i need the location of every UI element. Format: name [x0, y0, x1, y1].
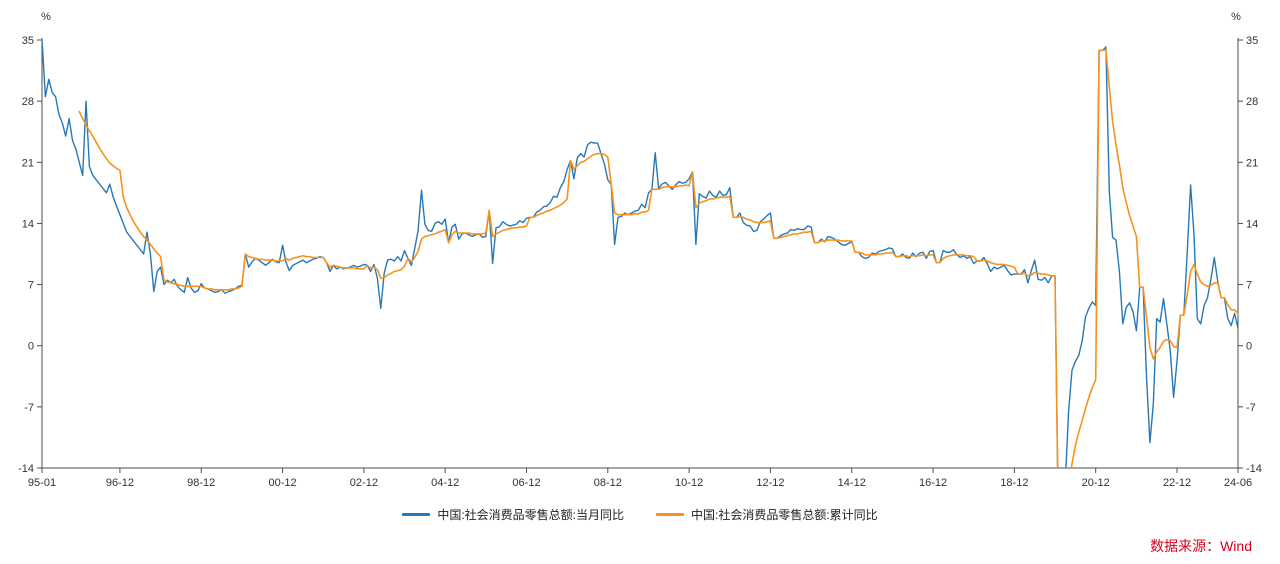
axes	[41, 38, 1239, 469]
svg-text:0: 0	[1246, 341, 1252, 353]
svg-text:35: 35	[1246, 35, 1258, 47]
legend-label-cumulative-yoy: 中国:社会消费品零售总额:累计同比	[691, 508, 878, 522]
legend-label-monthly-yoy: 中国:社会消费品零售总额:当月同比	[437, 508, 624, 522]
svg-text:-14: -14	[18, 463, 34, 475]
svg-text:00-12: 00-12	[268, 477, 296, 489]
svg-text:02-12: 02-12	[350, 477, 378, 489]
y-axis-ticks: -14 -14 -7 -7 0 0 7 7 14 14 21 21 28 28 35 35	[18, 35, 1262, 475]
svg-text:-7: -7	[1246, 402, 1256, 414]
line-chart-canvas: -14 -14 -7 -7 0 0 7 7 14 14 21 21 28 28 35 35% % 95-01 96-…	[18, 11, 1262, 489]
svg-text:95-01: 95-01	[28, 477, 56, 489]
svg-text:21: 21	[1246, 157, 1258, 169]
svg-text:98-12: 98-12	[187, 477, 215, 489]
svg-text:7: 7	[1246, 280, 1252, 292]
svg-text:28: 28	[1246, 96, 1258, 108]
svg-text:18-12: 18-12	[1000, 477, 1028, 489]
svg-text:35: 35	[22, 35, 34, 47]
svg-text:04-12: 04-12	[431, 477, 459, 489]
svg-text:0: 0	[28, 341, 34, 353]
svg-text:%: %	[41, 11, 51, 23]
svg-text:14: 14	[1246, 218, 1258, 230]
svg-text:12-12: 12-12	[756, 477, 784, 489]
svg-text:06-12: 06-12	[512, 477, 540, 489]
svg-text:24-06: 24-06	[1224, 477, 1252, 489]
y-axis-unit-labels: %%	[41, 11, 1241, 23]
svg-text:-14: -14	[1246, 463, 1262, 475]
legend-item-monthly-yoy: 中国:社会消费品零售总额:当月同比	[402, 506, 624, 523]
legend-item-cumulative-yoy: 中国:社会消费品零售总额:累计同比	[656, 506, 878, 523]
series-line-cumulative-yoy	[78, 48, 1238, 468]
svg-text:-7: -7	[24, 402, 34, 414]
svg-text:14: 14	[22, 218, 34, 230]
svg-text:28: 28	[22, 96, 34, 108]
svg-text:08-12: 08-12	[594, 477, 622, 489]
svg-text:14-12: 14-12	[838, 477, 866, 489]
x-axis-ticks: 95-01 96-12 98-12 00-12 02-12 04-12 06-12 08-12…	[28, 468, 1252, 489]
chart-legend: 中国:社会消费品零售总额:当月同比 中国:社会消费品零售总额:累计同比	[0, 506, 1280, 523]
svg-text:7: 7	[28, 280, 34, 292]
svg-text:22-12: 22-12	[1163, 477, 1191, 489]
svg-text:10-12: 10-12	[675, 477, 703, 489]
legend-line-sample-blue	[402, 513, 431, 516]
svg-text:20-12: 20-12	[1082, 477, 1110, 489]
svg-text:%: %	[1231, 11, 1241, 23]
series-lines	[42, 39, 1238, 468]
svg-text:96-12: 96-12	[106, 477, 134, 489]
data-source-label: 数据来源：Wind	[1150, 538, 1252, 554]
svg-text:21: 21	[22, 157, 34, 169]
series-line-monthly-yoy	[42, 39, 1238, 468]
svg-text:16-12: 16-12	[919, 477, 947, 489]
legend-line-sample-orange	[656, 513, 684, 516]
